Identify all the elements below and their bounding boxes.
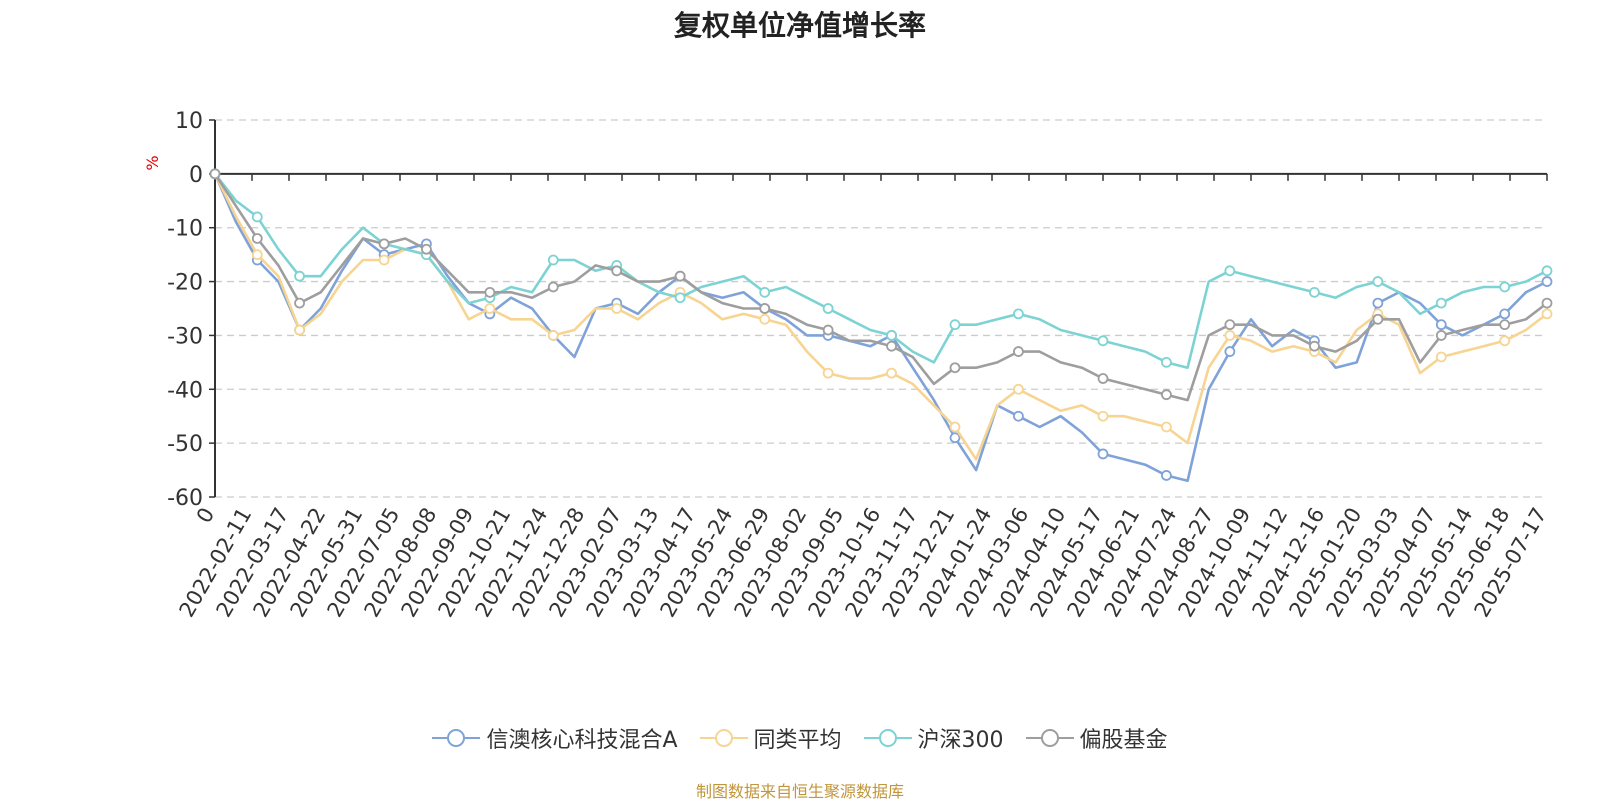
series-point-1 [1097, 448, 1109, 460]
series-point-4 [1097, 373, 1109, 384]
series-point-3 [1499, 281, 1511, 293]
series-point-4 [759, 303, 771, 314]
series-point-2 [1013, 383, 1024, 395]
y-tick-label: 0 [189, 163, 203, 188]
series-point-3 [294, 270, 305, 282]
series-point-2 [1224, 330, 1236, 341]
series-point-4 [1541, 297, 1553, 309]
legend-marker-icon [699, 729, 748, 747]
series-point-2 [294, 324, 305, 336]
y-tick-label: -40 [167, 378, 203, 403]
series-point-2 [822, 367, 834, 379]
series-point-2 [547, 330, 559, 341]
series-point-4 [1013, 346, 1024, 357]
series-point-4 [421, 243, 432, 255]
series-point-4 [251, 233, 263, 244]
series-point-3 [949, 319, 961, 331]
y-tick-label: -30 [167, 324, 203, 349]
series-point-4 [949, 362, 961, 374]
chart-legend: 信澳核心科技混合A 同类平均 沪深300 偏股基金 [0, 722, 1600, 754]
series-point-4 [1499, 319, 1511, 331]
series-line-2 [213, 173, 1548, 461]
series-point-3 [1013, 308, 1024, 320]
legend-marker-icon [1025, 729, 1074, 747]
series-point-4 [294, 297, 305, 309]
series-point-3 [674, 292, 686, 304]
legend-label: 偏股基金 [1079, 728, 1168, 753]
legend-item-series-4[interactable]: 偏股基金 [1025, 722, 1168, 754]
series-point-3 [1372, 276, 1384, 287]
y-tick-label: -10 [167, 217, 203, 242]
series-line-1 [213, 173, 1548, 483]
series-point-1 [1161, 470, 1172, 481]
series-point-2 [949, 421, 961, 433]
series-line-3 [213, 173, 1548, 369]
series-point-4 [1224, 319, 1236, 331]
series-point-3 [1435, 297, 1447, 309]
series-point-1 [1499, 308, 1511, 320]
series-point-1 [1541, 276, 1553, 287]
series-point-2 [1499, 335, 1511, 347]
series-point-2 [378, 254, 390, 266]
series-point-2 [484, 303, 496, 314]
series-point-4 [1161, 389, 1172, 401]
series-point-4 [378, 238, 390, 250]
y-axis-unit: % [143, 155, 162, 170]
legend-item-series-2[interactable]: 同类平均 [699, 722, 842, 754]
series-point-3 [1224, 265, 1236, 277]
series-point-4 [822, 324, 834, 336]
source-note: 制图数据来自恒生聚源数据库 [695, 782, 904, 801]
series-point-1 [1224, 346, 1236, 357]
series-point-2 [1161, 421, 1172, 433]
series-point-1 [1013, 410, 1024, 422]
series-point-3 [886, 330, 897, 341]
chart-title: 复权单位净值增长率 [673, 9, 926, 42]
series-point-3 [1097, 335, 1109, 347]
series-point-4 [886, 340, 897, 352]
series-point-4 [674, 270, 686, 282]
series-line-4 [213, 173, 1548, 402]
legend-item-series-3[interactable]: 沪深300 [863, 722, 1004, 754]
series-point-2 [251, 249, 263, 261]
series-point-3 [547, 254, 559, 266]
y-tick-label: -50 [167, 432, 203, 457]
line-chart: 100-10-20-30-40-50-60%02022-02-112022-03… [143, 109, 1553, 621]
legend-item-series-1[interactable]: 信澳核心科技混合A [432, 722, 678, 754]
series-point-1 [1435, 319, 1447, 331]
x-tick-label: 0 [192, 504, 219, 528]
series-point-3 [1309, 286, 1320, 298]
legend-label: 沪深300 [917, 728, 1004, 753]
series-point-1 [1372, 297, 1384, 309]
series-point-2 [1541, 308, 1553, 320]
y-tick-label: 10 [175, 109, 203, 134]
series-point-4 [611, 265, 623, 277]
legend-marker-icon [432, 729, 481, 747]
series-point-4 [484, 286, 496, 298]
series-point-3 [1541, 265, 1553, 277]
legend-marker-icon [863, 729, 912, 747]
series-point-1 [949, 432, 961, 444]
y-tick-label: -20 [167, 271, 203, 296]
series-point-4 [1435, 330, 1447, 341]
series-point-3 [759, 286, 771, 298]
series-point-2 [886, 367, 897, 379]
y-tick-label: -60 [167, 486, 203, 511]
series-point-2 [611, 303, 623, 314]
series-point-3 [1161, 356, 1172, 368]
series-point-3 [251, 211, 263, 223]
series-point-4 [1372, 313, 1384, 325]
series-point-4 [209, 168, 221, 180]
series-point-4 [547, 281, 559, 293]
legend-label: 信澳核心科技混合A [486, 728, 678, 753]
series-point-3 [822, 303, 834, 314]
series-point-2 [759, 313, 771, 325]
series-point-2 [1097, 410, 1109, 422]
series-point-2 [1435, 351, 1447, 363]
legend-label: 同类平均 [753, 728, 842, 753]
series-point-4 [1309, 340, 1320, 352]
